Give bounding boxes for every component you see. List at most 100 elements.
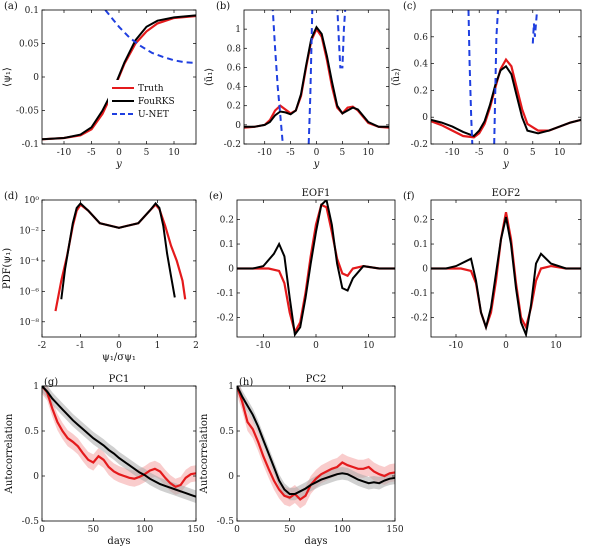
panel-h-ytick-label: 0.5 bbox=[220, 427, 235, 437]
panel-a-ytick-label: 0.1 bbox=[25, 6, 39, 16]
legend-label-unet: U-NET bbox=[138, 110, 169, 120]
panel-h-xtick-label: 50 bbox=[284, 525, 296, 535]
panel-d-ytick-label: 10⁻⁴ bbox=[19, 257, 39, 267]
panel-c-xtick-label: 5 bbox=[530, 148, 536, 158]
panel-f-xtick-label: 10 bbox=[550, 341, 562, 351]
panel-g-series-truth bbox=[42, 386, 196, 489]
panel-d-ytick-label: 10⁻⁶ bbox=[19, 287, 39, 297]
panel-a-ylabel: ⟨ψ₁⟩ bbox=[2, 67, 13, 87]
panel-h-xtick-label: 0 bbox=[234, 525, 240, 535]
panel-b-ytick-label: 0.4 bbox=[227, 83, 242, 93]
panel-c-ytick-label: -0.2 bbox=[411, 140, 428, 150]
panel-e-title: EOF1 bbox=[302, 188, 331, 199]
legend-label-truth: Truth bbox=[138, 84, 164, 94]
panel-g-ytick-label: 1 bbox=[33, 382, 39, 392]
panel-d-ytick-label: 10⁰ bbox=[24, 196, 39, 206]
panel-h-ytick-label: 0 bbox=[228, 472, 234, 482]
panel-f-ytick-label: -0.2 bbox=[411, 313, 428, 323]
panel-h-ytick-label: 1 bbox=[228, 382, 234, 392]
panel-d-ytick-label: 10⁻⁸ bbox=[19, 318, 39, 328]
panel-b-xtick-label: 10 bbox=[363, 148, 375, 158]
panel-f-ytick-label: 0 bbox=[422, 265, 428, 275]
panel-d-series-fourks bbox=[60, 201, 176, 300]
panel-g-xlabel: days bbox=[107, 536, 130, 547]
panel-d-xtick-label: -1 bbox=[76, 341, 85, 351]
panel-g-ytick-label: 0 bbox=[33, 472, 39, 482]
panel-g-ytick-label: -0.5 bbox=[22, 517, 40, 527]
panel-g-frame bbox=[41, 385, 197, 522]
panel-c-xlabel: y bbox=[502, 159, 509, 170]
panel-e-ytick-label: 0.2 bbox=[220, 216, 234, 226]
panel-a-series-unet bbox=[104, 10, 196, 64]
panel-h-series-fourks bbox=[237, 386, 395, 495]
panel-c-ytick-label: 0.6 bbox=[414, 33, 429, 43]
panel-e-ytick-label: -0.1 bbox=[217, 289, 234, 299]
panel-b-ytick-label: 0 bbox=[235, 121, 241, 131]
panel-b-ytick-label: -0.2 bbox=[224, 140, 241, 150]
panel-f-ytick-label: 0.2 bbox=[414, 216, 428, 226]
panel-a-ytick-label: 0 bbox=[33, 73, 39, 83]
panel-c-ytick-label: 0 bbox=[422, 113, 428, 123]
panel-g-band-truth bbox=[42, 386, 196, 495]
panel-e-label: (e) bbox=[209, 191, 223, 202]
panel-h-label: (h) bbox=[239, 377, 253, 388]
panel-a-xtick-label: -5 bbox=[87, 148, 96, 158]
panel-g-ylabel: Autocorrelation bbox=[4, 413, 15, 494]
panel-h-series-truth bbox=[237, 386, 395, 501]
panel-b-xtick-label: -5 bbox=[286, 148, 295, 158]
panel-e-series-truth bbox=[237, 203, 395, 336]
panel-c-series-unet bbox=[467, 10, 539, 144]
panel-d-label: (d) bbox=[4, 191, 18, 202]
panel-f-ytick-label: 0.1 bbox=[414, 240, 428, 250]
panel-e-ytick-label: 0.1 bbox=[220, 240, 234, 250]
panel-f-xtick-label: -10 bbox=[449, 341, 464, 351]
panel-a-xlabel: y bbox=[115, 159, 122, 170]
panel-h-ytick-label: -0.5 bbox=[217, 517, 235, 527]
panel-b-ylabel: ⟨ū₁⟩ bbox=[204, 68, 215, 86]
panel-h-xtick-label: 100 bbox=[334, 525, 351, 535]
panel-f-title: EOF2 bbox=[492, 188, 521, 199]
panel-g-label: (g) bbox=[44, 377, 58, 388]
panel-b-xtick-label: 5 bbox=[340, 148, 346, 158]
panel-b-xtick-label: -10 bbox=[257, 148, 272, 158]
panel-b-ytick-label: 0.8 bbox=[227, 44, 242, 54]
panel-a-xtick-label: 0 bbox=[116, 148, 122, 158]
panel-b-xlabel: y bbox=[313, 159, 320, 170]
panel-c-label: (c) bbox=[403, 1, 417, 12]
panel-c-series-fourks bbox=[431, 64, 581, 138]
panel-c-xtick-label: 10 bbox=[554, 148, 566, 158]
panel-c-xtick-label: -5 bbox=[475, 148, 484, 158]
panel-e-xtick-label: -10 bbox=[256, 341, 271, 351]
panel-a-ytick-label: -0.1 bbox=[22, 140, 39, 150]
panel-a-xtick-label: -10 bbox=[57, 148, 72, 158]
panel-c-ylabel: ⟨ū₂⟩ bbox=[391, 68, 402, 86]
panel-c-xtick-label: 0 bbox=[503, 148, 509, 158]
panel-g-xtick-label: 50 bbox=[88, 525, 100, 535]
panel-f-label: (f) bbox=[403, 191, 415, 202]
panel-g-xtick-label: 100 bbox=[136, 525, 153, 535]
panel-e-series-fourks bbox=[237, 200, 395, 337]
panel-a-ytick-label: -0.05 bbox=[16, 107, 39, 117]
panel-d-xlabel: ψ₁/σψ₁ bbox=[102, 352, 136, 363]
panel-f-series-fourks bbox=[431, 216, 581, 337]
panel-g-ytick-label: 0.5 bbox=[25, 427, 40, 437]
panel-e-ytick-label: -0.2 bbox=[217, 313, 234, 323]
panel-a-label: (a) bbox=[4, 1, 18, 12]
panel-c-frame bbox=[430, 9, 582, 145]
panel-h-frame bbox=[236, 385, 396, 522]
panel-g-xtick-label: 150 bbox=[187, 525, 204, 535]
panel-h-title: PC2 bbox=[306, 374, 327, 385]
panel-a-xtick-label: 10 bbox=[168, 148, 180, 158]
panel-d-ytick-label: 10⁻² bbox=[19, 226, 39, 236]
panel-c-series-truth bbox=[431, 57, 581, 139]
panel-d-ylabel: PDF(ψ₁) bbox=[2, 248, 13, 289]
panel-d-series-truth bbox=[54, 202, 187, 312]
panel-b-ytick-label: 0.6 bbox=[227, 63, 242, 73]
panel-c-xtick-label: -10 bbox=[445, 148, 460, 158]
panel-e-ytick-label: 0 bbox=[228, 265, 234, 275]
panel-d-xtick-label: 1 bbox=[155, 341, 161, 351]
panel-a-xtick-label: 5 bbox=[144, 148, 150, 158]
panel-g-title: PC1 bbox=[109, 374, 130, 385]
panel-h-xlabel: days bbox=[304, 536, 327, 547]
